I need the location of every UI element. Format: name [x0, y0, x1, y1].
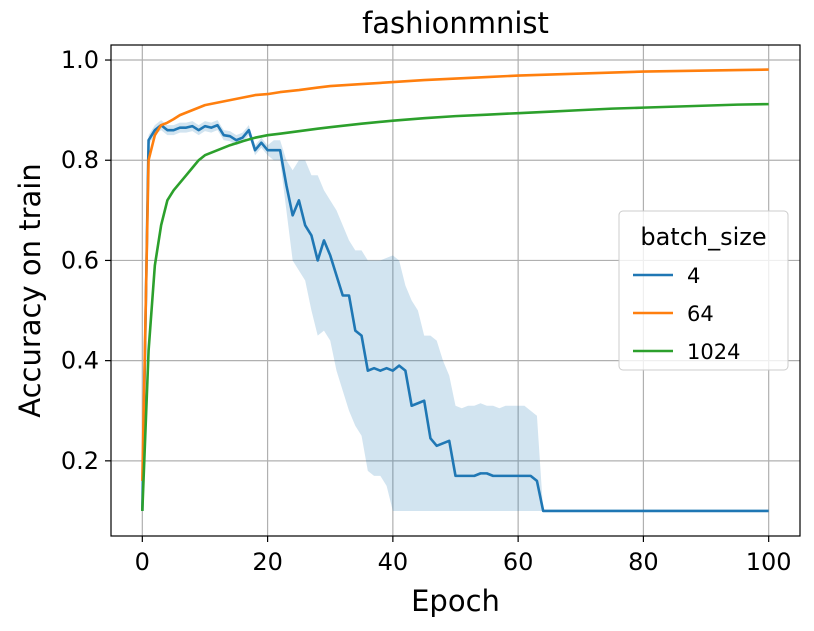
chart-title: fashionmnist — [362, 6, 549, 40]
legend-label-64: 64 — [687, 302, 714, 326]
series-lines — [141, 68, 769, 513]
y-tick-label: 0.4 — [61, 347, 99, 375]
x-tick-label: 20 — [252, 548, 283, 576]
x-tick-label: 80 — [628, 548, 659, 576]
x-axis-title: Epoch — [411, 584, 500, 618]
y-tick-label: 0.6 — [61, 246, 99, 274]
legend-title: batch_size — [640, 223, 766, 251]
x-tick-label: 60 — [503, 548, 534, 576]
legend-box — [618, 210, 789, 371]
x-tick-label: 40 — [378, 548, 409, 576]
x-tick-label: 0 — [135, 548, 150, 576]
series-line-1024 — [141, 102, 769, 512]
legend: batch_size 4 64 1024 — [618, 210, 789, 371]
x-tick-label: 100 — [746, 548, 792, 576]
x-axis-ticks: 0 20 40 60 80 100 — [135, 536, 792, 576]
band-4 — [142, 120, 769, 511]
y-axis-title: Accuracy on train — [13, 163, 47, 417]
y-tick-label: 0.8 — [61, 146, 99, 174]
legend-label-1024: 1024 — [687, 340, 740, 364]
y-axis-ticks: 0.2 0.4 0.6 0.8 1.0 — [61, 46, 111, 475]
legend-label-4: 4 — [687, 264, 700, 288]
y-tick-label: 0.2 — [61, 447, 99, 475]
plot-frame — [110, 44, 801, 537]
series-line-4 — [141, 123, 769, 513]
confidence-bands — [142, 120, 769, 511]
series-line-64 — [141, 68, 769, 481]
y-tick-label: 1.0 — [61, 46, 99, 74]
